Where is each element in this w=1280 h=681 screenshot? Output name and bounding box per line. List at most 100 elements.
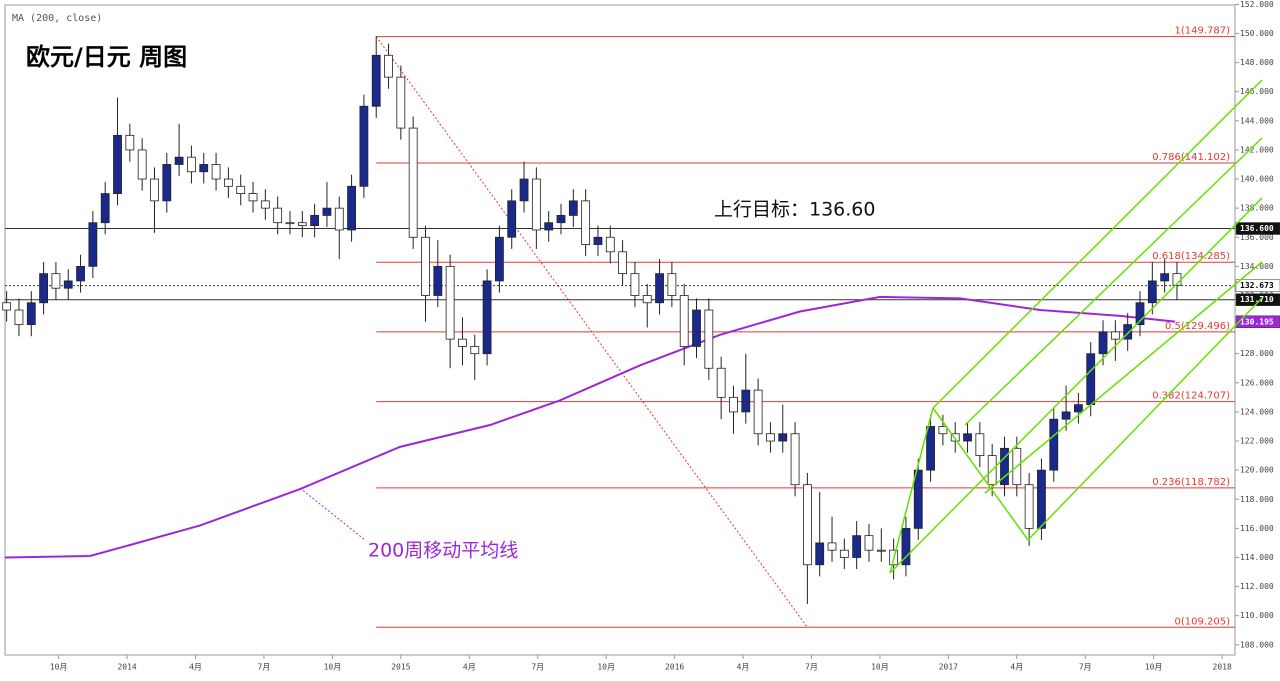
x-tick-label: 7月: [805, 663, 818, 672]
candle-body: [1135, 302, 1145, 325]
candle-body: [544, 222, 554, 231]
candle-body: [384, 54, 393, 78]
candle-body: [1160, 273, 1170, 282]
candle-body: [729, 396, 738, 413]
y-tick-label: 128.000: [1240, 349, 1274, 358]
fib-label: 0.5(129.496): [1165, 321, 1230, 332]
candle-body: [605, 236, 615, 253]
channel-line: [964, 137, 1263, 426]
price-tag: [1235, 293, 1280, 306]
price-tag: [1235, 279, 1280, 292]
candle-body: [187, 156, 196, 173]
candle-body: [470, 346, 480, 355]
y-tick-label: 116.000: [1240, 524, 1274, 533]
candle-body: [51, 273, 61, 289]
candle-body: [827, 542, 837, 551]
candle-body: [137, 149, 147, 180]
x-tick-label: 4月: [1010, 663, 1023, 672]
candle-body: [310, 215, 320, 227]
x-tick-label: 4月: [189, 663, 202, 672]
x-tick-label: 4月: [737, 663, 750, 672]
fib-diagonal: [375, 36, 808, 628]
candle-body: [692, 309, 701, 347]
x-tick-label: 10月: [50, 663, 68, 672]
x-tick-label: 4月: [463, 663, 476, 672]
candle-body: [963, 433, 972, 442]
x-tick-label: 7月: [531, 663, 544, 672]
candle-body: [864, 535, 874, 551]
candle-body: [433, 265, 443, 296]
candle-body: [445, 265, 455, 340]
candle-body: [125, 134, 135, 151]
candle-body: [975, 433, 985, 456]
candle-body: [1098, 331, 1108, 355]
y-tick-label: 122.000: [1240, 437, 1274, 446]
annotation-leader: [299, 487, 366, 541]
candle-body: [741, 389, 751, 413]
indicator-label: MA (200, close): [12, 13, 102, 24]
candle-body: [100, 193, 110, 224]
candle-body: [1000, 447, 1009, 486]
y-tick-label: 152.000: [1240, 0, 1274, 9]
candle-body: [162, 164, 172, 202]
candle-body: [1110, 331, 1120, 340]
x-tick-label: 10月: [871, 663, 889, 672]
channel-line: [889, 407, 934, 574]
candle-body: [334, 207, 344, 231]
y-tick-label: 114.000: [1240, 553, 1274, 562]
y-tick-label: 118.000: [1240, 495, 1274, 504]
y-tick-label: 150.000: [1240, 29, 1274, 38]
candle-body: [371, 54, 381, 107]
candle-body: [531, 178, 541, 231]
candle-body: [174, 156, 184, 165]
candle-body: [839, 549, 849, 558]
candle-body: [778, 433, 788, 442]
candle-body: [199, 164, 209, 173]
fib-label: 0(109.205): [1174, 616, 1230, 627]
candle-body: [655, 273, 664, 304]
x-tick-label: 2017: [939, 663, 958, 672]
y-tick-label: 112.000: [1240, 582, 1274, 591]
candle-body: [421, 236, 430, 296]
candle-body: [507, 200, 517, 238]
price-tag-label: 131.710: [1240, 295, 1274, 304]
fib-label: 0.236(118.782): [1152, 477, 1230, 488]
candle-body: [495, 236, 504, 282]
candle-body: [408, 127, 418, 238]
candle-body: [1074, 404, 1083, 413]
candle-body: [285, 222, 295, 225]
candle-body: [950, 433, 960, 442]
candle-body: [593, 236, 603, 245]
y-tick-label: 124.000: [1240, 407, 1274, 416]
channel-line: [932, 407, 1029, 541]
candle-body: [236, 185, 246, 194]
candle-body: [581, 200, 591, 245]
candle-body: [1086, 353, 1096, 406]
candle-body: [815, 542, 825, 566]
candle-body: [790, 433, 800, 486]
candle-body: [766, 433, 775, 442]
candle-body: [1037, 469, 1046, 529]
price-tag: [1235, 315, 1280, 329]
candle-body: [26, 302, 36, 325]
candle-body: [322, 207, 332, 216]
x-tick-label: 10月: [1145, 663, 1163, 672]
candle-body: [1061, 411, 1071, 420]
candle-body: [938, 426, 948, 435]
y-tick-label: 140.000: [1240, 175, 1274, 184]
candle-body: [568, 200, 578, 216]
fib-label: 0.382(124.707): [1152, 391, 1230, 402]
y-tick-label: 136.000: [1240, 233, 1274, 242]
candle-body: [273, 207, 283, 224]
y-tick-label: 146.000: [1240, 87, 1274, 96]
x-tick-label: 10月: [597, 663, 615, 672]
x-tick-label: 7月: [1079, 663, 1092, 672]
candle-body: [248, 193, 258, 202]
fib-label: 0.618(134.285): [1152, 251, 1230, 262]
x-tick-label: 7月: [258, 663, 271, 672]
candle-body: [2, 302, 12, 311]
candle-body: [618, 251, 628, 275]
candle-body: [150, 178, 159, 202]
x-tick-label: 2016: [665, 663, 684, 672]
